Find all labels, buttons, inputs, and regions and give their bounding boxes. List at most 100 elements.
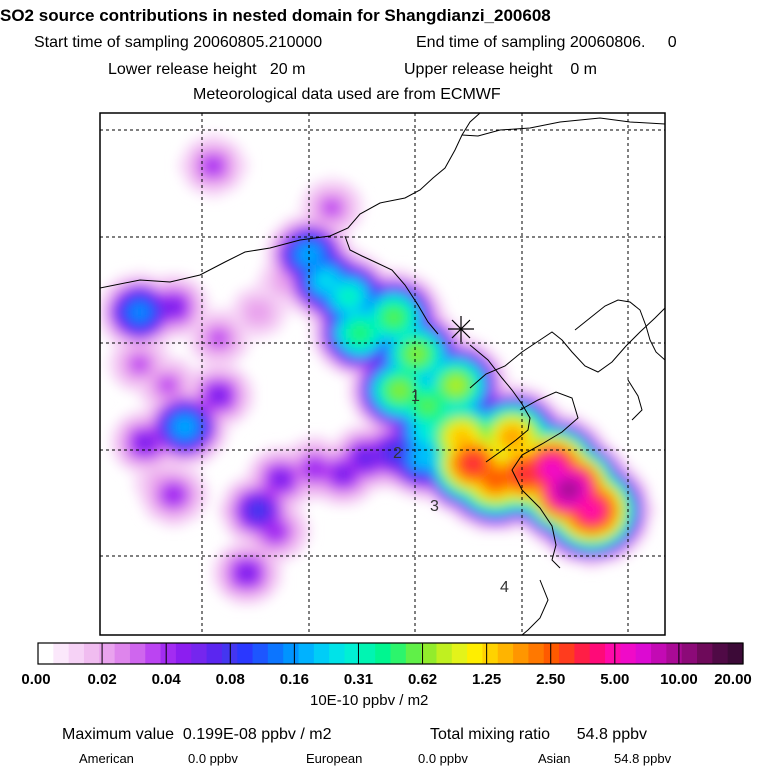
field-cell [478,462,486,469]
field-cell [263,462,271,469]
field-cell [269,264,276,271]
field-cell [263,561,271,568]
field-cell [196,441,203,448]
field-cell [173,452,180,459]
field-cell [422,468,429,474]
field-cell [614,457,621,464]
field-cell [286,290,293,297]
field-cell [297,311,305,318]
colorbar-cell [390,643,407,664]
field-cell [563,431,570,438]
field-cell [467,514,474,521]
colorbar-tick-label: 1.25 [472,671,501,688]
field-cell [145,394,152,401]
field-cell [275,473,282,480]
field-cell [518,426,525,433]
field-cell [230,180,237,187]
field-cell [461,452,469,459]
field-cell [105,363,113,370]
field-cell [382,358,389,365]
field-cell [348,217,356,224]
field-cell [190,462,197,469]
field-cell [495,509,502,516]
field-cell [433,389,440,396]
field-cell [111,353,118,360]
field-cell [297,452,305,459]
field-cell [433,483,440,490]
field-cell [399,421,406,427]
field-cell [337,462,344,469]
field-cell [580,483,587,490]
field-cell [399,306,406,313]
field-cell [495,415,502,422]
field-cell [343,207,350,213]
field-cell [111,327,118,333]
field-cell [478,358,486,365]
field-cell [376,368,384,375]
field-cell [258,316,265,323]
field-cell [354,264,361,271]
field-cell [269,306,276,313]
field-cell [535,452,542,459]
field-cell [128,431,135,438]
field-cell [405,468,412,474]
field-cell [145,415,152,422]
field-cell [461,410,469,417]
field-cell [376,327,384,333]
field-cell [506,483,514,490]
field-cell [139,316,147,323]
field-cell [218,415,226,422]
field-cell [354,353,361,360]
field-cell [179,285,186,292]
field-cell [376,332,384,339]
colorbar-tick-label: 0.04 [152,671,182,688]
field-cell [122,363,130,370]
field-cell [201,144,209,151]
field-cell [337,233,344,240]
field-cell [393,436,401,443]
field-cell [461,514,469,521]
field-cell [201,191,209,198]
field-cell [111,358,118,365]
border-line [461,117,665,137]
field-cell [546,494,553,501]
field-cell [207,405,214,412]
coastline [469,344,531,463]
field-cell [252,588,260,594]
field-cell [393,405,401,412]
field-cell [297,238,305,245]
field-cell [393,347,401,354]
field-cell [303,468,310,474]
field-cell [580,499,587,506]
field-cell [133,321,141,328]
field-cell [450,337,457,344]
field-cell [145,410,152,417]
field-cell [286,259,293,266]
field-cell [167,473,175,480]
field-cell [365,295,373,302]
field-cell [410,468,418,474]
field-cell [427,306,435,313]
field-cell [150,374,158,380]
field-cell [371,441,378,448]
field-cell [224,186,231,193]
field-cell [393,300,401,307]
field-cell [489,410,497,417]
field-cell [263,504,271,511]
field-cell [280,509,288,516]
field-cell [246,593,254,600]
field-cell [145,290,152,297]
field-cell [535,457,542,464]
field-cell [399,327,406,333]
field-cell [337,253,344,260]
field-cell [218,426,226,433]
field-cell [557,410,565,417]
field-cell [416,431,423,438]
field-cell [495,374,502,380]
field-cell [173,494,180,501]
field-cell [184,426,192,433]
field-cell [326,494,333,501]
field-cell [326,222,333,229]
field-cell [439,405,446,412]
field-cell [495,468,502,474]
